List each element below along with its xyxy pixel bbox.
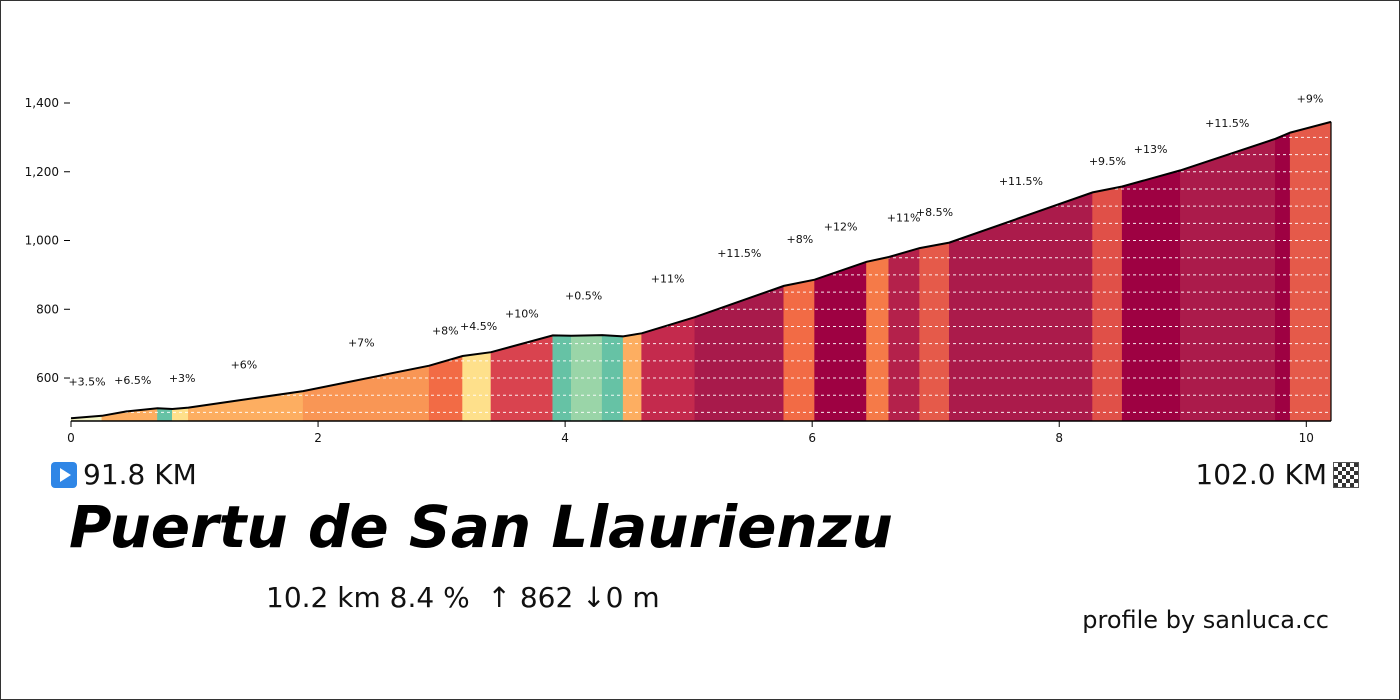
gradient-segment bbox=[622, 332, 643, 422]
axes: 0 2 4 6 8 10 600 800 1,000 1,200 1,400 bbox=[25, 96, 1331, 445]
gradient-segment bbox=[1121, 170, 1181, 422]
grade-label: +3% bbox=[169, 372, 196, 385]
profile-line-layer bbox=[70, 120, 1332, 421]
grade-label: +10% bbox=[505, 308, 539, 321]
climb-title: Puertu de San Llaurienzu bbox=[69, 493, 893, 561]
grade-label: +8% bbox=[786, 233, 813, 246]
x-tick-label: 6 bbox=[808, 431, 816, 445]
elevation-chart: 0 2 4 6 8 10 600 800 1,000 1,200 1,400 +3.5% +6.5% +… bbox=[25, 83, 1332, 445]
play-icon bbox=[51, 461, 77, 488]
climb-stats: 10.2 km 8.4 % ↑ 862 ↓0 m bbox=[266, 581, 660, 614]
x-tick-label: 2 bbox=[314, 431, 322, 445]
grade-label: +11% bbox=[887, 211, 921, 224]
grade-label: +9% bbox=[1297, 93, 1324, 106]
x-tick-label: 4 bbox=[561, 431, 569, 445]
gradient-segment bbox=[866, 256, 890, 422]
x-tick-label: 0 bbox=[67, 431, 75, 445]
grade-label: +8.5% bbox=[916, 206, 953, 219]
grade-label: +11.5% bbox=[717, 247, 761, 260]
profile-line bbox=[70, 120, 1332, 420]
gradient-segment bbox=[919, 242, 950, 422]
gridlines bbox=[71, 83, 1331, 419]
y-tick-label: 1,000 bbox=[25, 234, 59, 248]
gradient-segment bbox=[783, 279, 815, 422]
grade-label: +9.5% bbox=[1089, 155, 1126, 168]
y-tick-label: 600 bbox=[36, 371, 59, 385]
gradient-segment bbox=[552, 335, 572, 422]
grade-label: +7% bbox=[348, 337, 375, 350]
grade-label: +8% bbox=[432, 324, 459, 337]
grade-label: +11.5% bbox=[999, 175, 1043, 188]
grade-label: +6.5% bbox=[114, 374, 151, 387]
grade-label: +6% bbox=[231, 359, 258, 372]
gradient-segment bbox=[462, 351, 492, 422]
gradient-segment bbox=[1289, 121, 1332, 422]
grade-label: +11% bbox=[651, 272, 685, 285]
start-distance-label: 91.8 KM bbox=[83, 458, 197, 491]
grade-label: +3.5% bbox=[68, 376, 105, 389]
gradient-segment bbox=[641, 316, 696, 422]
gradient-segments bbox=[70, 121, 1332, 422]
x-tick-label: 8 bbox=[1055, 431, 1063, 445]
above-profile-mask bbox=[71, 83, 1331, 419]
grade-label: +0.5% bbox=[565, 289, 602, 302]
grade-label: +4.5% bbox=[460, 320, 497, 333]
grade-label: +12% bbox=[824, 221, 858, 234]
gradient-segment bbox=[1092, 186, 1123, 422]
gradient-segment bbox=[814, 261, 867, 422]
end-distance-label: 102.0 KM bbox=[1195, 458, 1327, 491]
start-distance: 91.8 KM bbox=[51, 458, 197, 491]
y-tick-label: 800 bbox=[36, 302, 59, 316]
checkered-flag-icon bbox=[1333, 461, 1359, 488]
end-distance: 102.0 KM bbox=[1195, 458, 1359, 491]
gradient-segment bbox=[428, 355, 463, 422]
credit-text: profile by sanluca.cc bbox=[1082, 606, 1329, 634]
y-tick-label: 1,200 bbox=[25, 165, 59, 179]
gradient-segment bbox=[157, 407, 173, 422]
grade-label: +11.5% bbox=[1205, 117, 1249, 130]
grade-labels: +3.5% +6.5% +3%+6%+7%+8% +4.5%+10%+0.5%+11%… bbox=[68, 93, 1323, 389]
gradient-segment bbox=[1179, 138, 1276, 422]
grade-label: +13% bbox=[1134, 143, 1168, 156]
x-tick-label: 10 bbox=[1299, 431, 1314, 445]
y-tick-label: 1,400 bbox=[25, 96, 59, 110]
